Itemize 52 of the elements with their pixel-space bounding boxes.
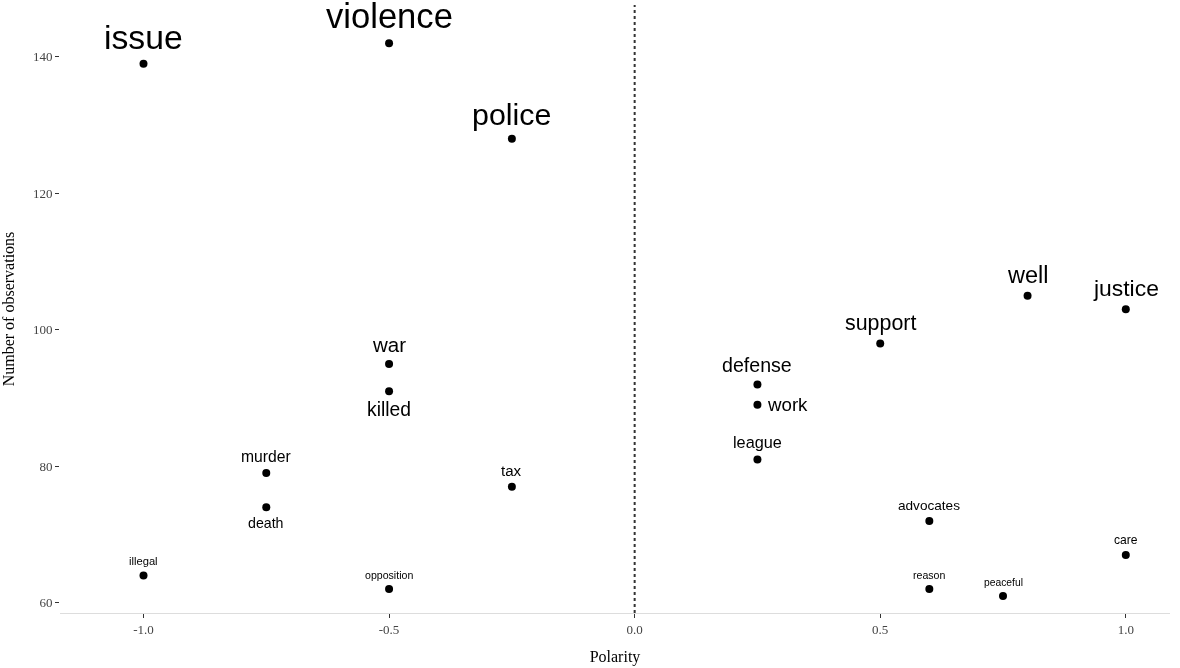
annotation: murder	[241, 448, 291, 465]
annotation: justice	[1093, 275, 1159, 301]
point	[507, 482, 516, 491]
annotation: illegal	[129, 555, 158, 567]
point	[1121, 551, 1130, 559]
annotation: violence	[326, 0, 453, 35]
y-tick-label: 140	[32, 49, 53, 65]
annotation: work	[767, 394, 809, 415]
point	[262, 503, 271, 512]
y-tick-label: 60	[39, 595, 53, 611]
point	[507, 134, 516, 143]
point	[385, 359, 394, 368]
point	[1023, 291, 1032, 300]
point	[1121, 305, 1130, 314]
point	[262, 469, 271, 478]
y-tick-label: 100	[32, 322, 53, 338]
point	[753, 380, 762, 389]
point	[999, 591, 1008, 600]
annotation: opposition	[365, 569, 414, 581]
annotation: peaceful	[984, 577, 1023, 588]
y-tick-label: 80	[39, 458, 53, 474]
x-tick-label: 0.5	[872, 621, 889, 637]
annotation: well	[1007, 262, 1049, 288]
point	[139, 571, 148, 580]
annotation: league	[733, 433, 782, 451]
x-tick-label: -0.5	[378, 621, 400, 637]
x-tick-label: -1.0	[133, 621, 154, 637]
annotation: defense	[722, 354, 792, 376]
annotation: support	[845, 311, 917, 335]
annotation: reason	[913, 569, 946, 581]
y-axis-title: Number of observations	[0, 231, 17, 387]
annotation: advocates	[898, 498, 961, 513]
x-axis-title: Polarity	[589, 648, 641, 667]
annotation: death	[248, 515, 284, 531]
point	[753, 455, 762, 464]
y-tick-label: 120	[32, 185, 53, 201]
point	[925, 585, 934, 594]
point	[876, 339, 885, 348]
annotation: war	[372, 333, 407, 356]
annotation: killed	[367, 399, 411, 420]
x-tick-label: 0.0	[626, 621, 643, 637]
annotation: police	[472, 97, 552, 131]
annotation: issue	[104, 18, 183, 56]
point	[139, 59, 148, 68]
x-tick-label: 1.0	[1117, 621, 1134, 637]
point	[753, 400, 762, 409]
point	[385, 387, 394, 396]
annotation: care	[1114, 533, 1138, 547]
annotation: tax	[501, 462, 522, 479]
point	[385, 585, 394, 594]
point	[385, 39, 394, 48]
point	[925, 516, 934, 525]
